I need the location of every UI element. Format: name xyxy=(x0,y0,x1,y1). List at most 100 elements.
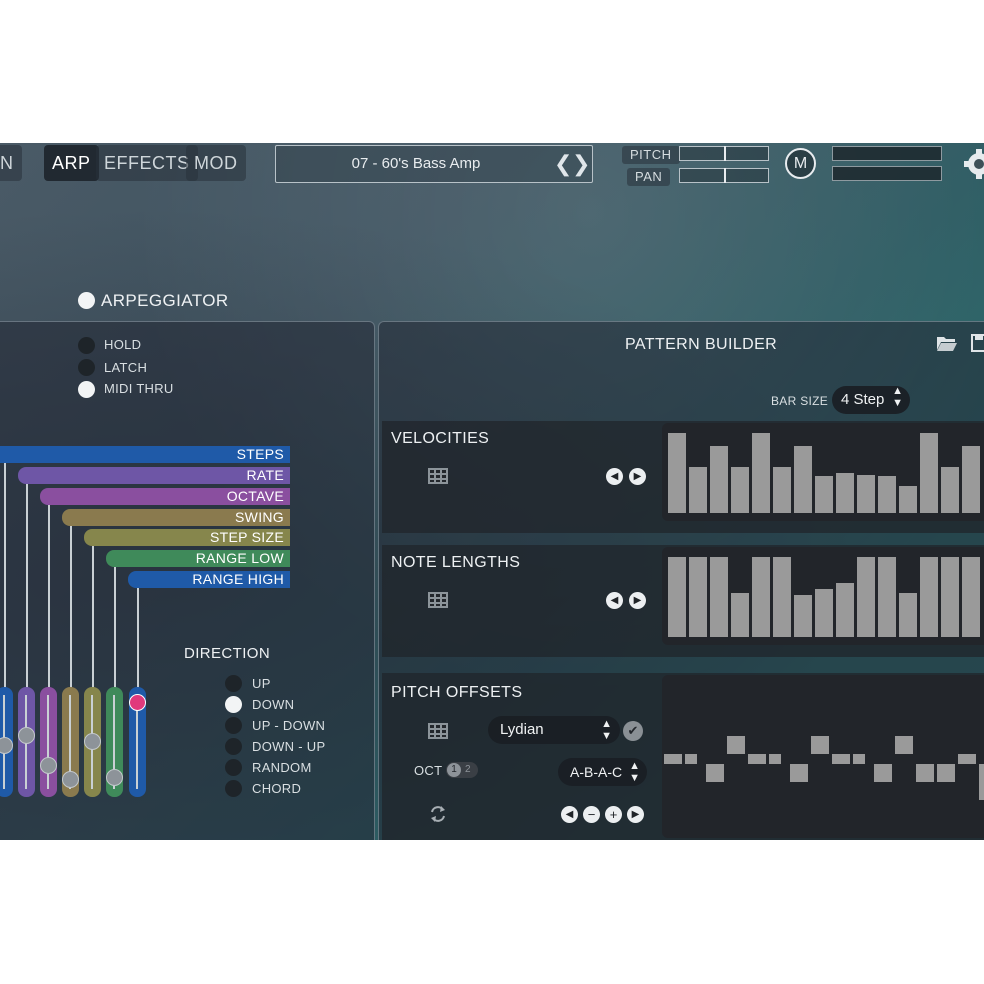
confirm-check-icon[interactable]: ✔ xyxy=(623,721,643,741)
oct-option-2[interactable]: 2 xyxy=(465,764,471,775)
note-lengths-bars[interactable] xyxy=(662,547,984,645)
step-size-slider[interactable] xyxy=(84,687,101,797)
grid-icon[interactable] xyxy=(428,723,448,739)
velocities-bars[interactable] xyxy=(662,423,984,521)
tab-arp[interactable]: ARP xyxy=(44,145,99,181)
octave-slider-knob[interactable] xyxy=(40,757,57,774)
direction-up-radio[interactable] xyxy=(225,675,242,692)
velocity-step-bar[interactable] xyxy=(941,467,959,513)
note-length-step-bar[interactable] xyxy=(689,557,707,637)
pitch-offset-step-bar[interactable] xyxy=(958,754,976,764)
midi-thru-toggle[interactable] xyxy=(78,381,95,398)
rate-slider[interactable] xyxy=(18,687,35,797)
direction-up-down-radio[interactable] xyxy=(225,717,242,734)
range-high-slider-knob[interactable] xyxy=(129,694,146,711)
pitch-offset-step-bar[interactable] xyxy=(874,764,892,782)
pitch-offset-step-bar[interactable] xyxy=(664,754,682,764)
direction-chord-radio[interactable] xyxy=(225,780,242,797)
pitch-prev-button[interactable]: ◀ xyxy=(561,806,578,823)
m-button[interactable]: M xyxy=(785,148,816,179)
oct-toggle[interactable]: 1 2 xyxy=(446,762,478,778)
velocity-step-bar[interactable] xyxy=(899,486,917,513)
pitch-offset-step-bar[interactable] xyxy=(916,764,934,782)
tab-main[interactable]: AIN xyxy=(0,145,22,181)
pitch-offset-step-bar[interactable] xyxy=(979,764,984,800)
prev-preset-icon[interactable]: ❮ xyxy=(554,151,573,176)
pitch-offset-step-bar[interactable] xyxy=(895,736,913,754)
bar-size-select[interactable]: 4 Step ▲ ▼ xyxy=(832,385,910,414)
pitch-offset-step-bar[interactable] xyxy=(727,736,745,754)
note-length-step-bar[interactable] xyxy=(668,557,686,637)
note-length-step-bar[interactable] xyxy=(836,583,854,637)
octave-slider[interactable] xyxy=(40,687,57,797)
velocity-step-bar[interactable] xyxy=(773,467,791,513)
pitch-offset-step-bar[interactable] xyxy=(706,764,724,782)
pitch-plus-button[interactable]: + xyxy=(605,806,622,823)
pitch-offset-step-bar[interactable] xyxy=(790,764,808,782)
pattern-select[interactable]: A-B-A-C ▲ ▼ xyxy=(558,758,647,786)
range-low-slider[interactable] xyxy=(106,687,123,797)
velocity-step-bar[interactable] xyxy=(815,476,833,513)
pan-slider-handle[interactable] xyxy=(724,168,726,183)
velocity-step-bar[interactable] xyxy=(731,467,749,513)
arpeggiator-toggle[interactable] xyxy=(78,292,95,309)
gear-icon[interactable] xyxy=(962,147,984,181)
pitch-offset-step-bar[interactable] xyxy=(811,736,829,754)
note-length-step-bar[interactable] xyxy=(794,595,812,637)
hold-toggle[interactable] xyxy=(78,337,95,354)
folder-open-icon[interactable] xyxy=(936,334,958,352)
velocity-step-bar[interactable] xyxy=(794,446,812,513)
tab-effects[interactable]: EFFECTS xyxy=(96,145,198,181)
latch-toggle[interactable] xyxy=(78,359,95,376)
note-length-step-bar[interactable] xyxy=(857,557,875,637)
steps-slider-knob[interactable] xyxy=(0,737,13,754)
pitch-offset-step-bar[interactable] xyxy=(685,754,697,764)
note-length-step-bar[interactable] xyxy=(731,593,749,637)
swing-slider[interactable] xyxy=(62,687,79,797)
pitch-offsets-bars[interactable] xyxy=(662,675,984,838)
oct-option-1[interactable]: 1 xyxy=(447,763,461,777)
step-size-slider-knob[interactable] xyxy=(84,733,101,750)
grid-icon[interactable] xyxy=(428,468,448,484)
note-length-step-bar[interactable] xyxy=(752,557,770,637)
pitch-offset-step-bar[interactable] xyxy=(853,754,865,764)
velocity-step-bar[interactable] xyxy=(710,446,728,513)
note-length-step-bar[interactable] xyxy=(773,557,791,637)
save-icon[interactable] xyxy=(971,334,984,352)
next-preset-icon[interactable]: ❯ xyxy=(572,151,591,176)
pitch-offset-step-bar[interactable] xyxy=(748,754,766,764)
tab-mod[interactable]: MOD xyxy=(186,145,246,181)
velocities-next-button[interactable]: ▶ xyxy=(629,468,646,485)
velocity-step-bar[interactable] xyxy=(668,433,686,513)
direction-down-up-radio[interactable] xyxy=(225,738,242,755)
pitch-slider-handle[interactable] xyxy=(724,146,726,161)
velocity-step-bar[interactable] xyxy=(857,475,875,513)
direction-random-radio[interactable] xyxy=(225,759,242,776)
swing-slider-knob[interactable] xyxy=(62,771,79,788)
velocity-step-bar[interactable] xyxy=(689,467,707,513)
steps-slider[interactable] xyxy=(0,687,13,797)
rate-slider-knob[interactable] xyxy=(18,727,35,744)
velocities-prev-button[interactable]: ◀ xyxy=(606,468,623,485)
pitch-offset-step-bar[interactable] xyxy=(937,764,955,782)
note-length-step-bar[interactable] xyxy=(815,589,833,637)
pitch-offset-step-bar[interactable] xyxy=(769,754,781,764)
range-high-slider[interactable] xyxy=(129,687,146,797)
velocity-step-bar[interactable] xyxy=(836,473,854,513)
preset-selector[interactable]: 07 - 60's Bass Amp ❮ ❯ xyxy=(275,145,593,183)
note-length-step-bar[interactable] xyxy=(941,557,959,637)
refresh-icon[interactable] xyxy=(428,805,448,823)
pitch-offset-step-bar[interactable] xyxy=(832,754,850,764)
note-length-step-bar[interactable] xyxy=(878,557,896,637)
velocity-step-bar[interactable] xyxy=(752,433,770,513)
pitch-minus-button[interactable]: − xyxy=(583,806,600,823)
pan-slider[interactable] xyxy=(679,168,769,183)
grid-icon[interactable] xyxy=(428,592,448,608)
scale-select[interactable]: Lydian ▲ ▼ xyxy=(488,716,620,744)
range-low-slider-knob[interactable] xyxy=(106,769,123,786)
velocity-step-bar[interactable] xyxy=(962,446,980,513)
velocity-step-bar[interactable] xyxy=(920,433,938,513)
pitch-slider[interactable] xyxy=(679,146,769,161)
pitch-next-button[interactable]: ▶ xyxy=(627,806,644,823)
velocity-step-bar[interactable] xyxy=(878,476,896,513)
